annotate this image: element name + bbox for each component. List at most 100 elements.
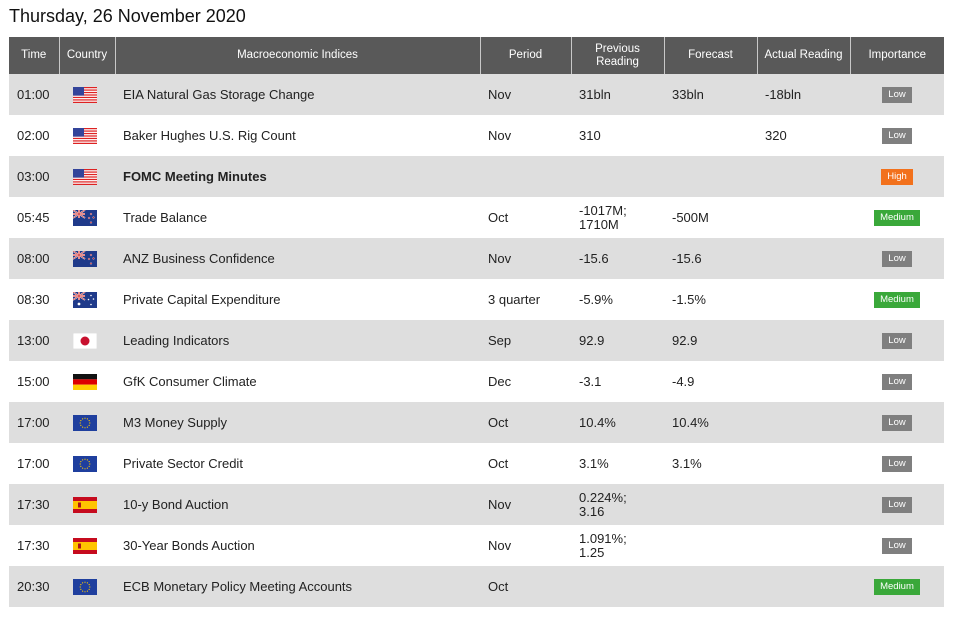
header-previous-line1: Previous (595, 42, 640, 55)
row-actual (757, 484, 850, 525)
row-actual (757, 525, 850, 566)
nz-flag-icon (73, 250, 97, 267)
row-actual: -18bln (757, 74, 850, 115)
table-row[interactable]: 17:00 M3 Money Supply Oct 10.4% 10.4% Low (9, 402, 944, 443)
row-indicator-name[interactable]: Trade Balance (115, 197, 480, 238)
row-previous: 3.1% (571, 443, 664, 484)
row-indicator-name[interactable]: ECB Monetary Policy Meeting Accounts (115, 566, 480, 607)
row-importance: Low (850, 320, 944, 361)
table-row[interactable]: 17:00 Private Sector Credit Oct 3.1% 3.1% Low (9, 443, 944, 484)
table-row[interactable]: 03:00 FOMC Meeting Minutes High (9, 156, 944, 197)
row-forecast: -1.5% (664, 279, 757, 320)
row-country (59, 361, 115, 402)
row-importance: Low (850, 238, 944, 279)
row-time: 02:00 (9, 115, 59, 156)
row-period: Dec (480, 361, 571, 402)
header-indices[interactable]: Macroeconomic Indices (114, 37, 480, 74)
importance-badge: High (881, 169, 913, 185)
row-importance: Low (850, 74, 944, 115)
header-previous[interactable]: Previous Reading (570, 37, 664, 74)
table-row[interactable]: 15:00 GfK Consumer Climate Dec -3.1 -4.9 Low (9, 361, 944, 402)
row-importance: Low (850, 484, 944, 525)
row-actual (757, 238, 850, 279)
row-importance: Low (850, 115, 944, 156)
row-indicator-name[interactable]: FOMC Meeting Minutes (115, 156, 480, 197)
header-forecast[interactable]: Forecast (663, 37, 757, 74)
row-country (59, 74, 115, 115)
row-importance: Low (850, 443, 944, 484)
row-indicator-name[interactable]: EIA Natural Gas Storage Change (115, 74, 480, 115)
row-indicator-name[interactable]: 10-y Bond Auction (115, 484, 480, 525)
row-period: Nov (480, 525, 571, 566)
row-indicator-name[interactable]: Private Sector Credit (115, 443, 480, 484)
row-country (59, 402, 115, 443)
row-importance: Low (850, 402, 944, 443)
row-previous: 92.9 (571, 320, 664, 361)
table-row[interactable]: 02:00 Baker Hughes U.S. Rig Count Nov 310 32… (9, 115, 944, 156)
header-actual[interactable]: Actual Reading (756, 37, 850, 74)
header-country[interactable]: Country (58, 37, 115, 74)
table-row[interactable]: 01:00 EIA Natural Gas Storage Change Nov 31… (9, 74, 944, 115)
row-importance: High (850, 156, 944, 197)
table-row[interactable]: 13:00 Leading Indicators Sep 92.9 92.9 Low (9, 320, 944, 361)
row-time: 20:30 (9, 566, 59, 607)
row-forecast: -500M (664, 197, 757, 238)
importance-badge: Low (882, 415, 912, 431)
table-row[interactable]: 20:30 ECB Monetary Policy Meeting Account… (9, 566, 944, 607)
row-importance: Low (850, 525, 944, 566)
economic-calendar-table: Time Country Macroeconomic Indices Perio… (9, 37, 944, 607)
eu-flag-icon (73, 414, 97, 431)
de-flag-icon (73, 373, 97, 390)
row-time: 17:00 (9, 443, 59, 484)
row-time: 08:00 (9, 238, 59, 279)
row-previous: -3.1 (571, 361, 664, 402)
row-time: 03:00 (9, 156, 59, 197)
table-row[interactable]: 05:45 Trade Balance Oct -1017M; 1710M -500M M… (9, 197, 944, 238)
table-row[interactable]: 17:30 30-Year Bonds Auction Nov 1.091%; 1.2… (9, 525, 944, 566)
row-period: Oct (480, 566, 571, 607)
row-indicator-name[interactable]: ANZ Business Confidence (115, 238, 480, 279)
row-time: 08:30 (9, 279, 59, 320)
es-flag-icon (73, 537, 97, 554)
row-actual (757, 566, 850, 607)
row-period (480, 156, 571, 197)
row-period: 3 quarter (480, 279, 571, 320)
row-previous: -1017M; 1710M (571, 197, 664, 238)
row-actual (757, 320, 850, 361)
page-title: Thursday, 26 November 2020 (9, 6, 246, 26)
header-importance[interactable]: Importance (849, 37, 944, 74)
row-previous: 310 (571, 115, 664, 156)
row-actual (757, 443, 850, 484)
header-time[interactable]: Time (9, 37, 59, 74)
row-period: Oct (480, 402, 571, 443)
row-indicator-name[interactable]: M3 Money Supply (115, 402, 480, 443)
row-forecast (664, 156, 757, 197)
row-previous: 0.224%; 3.16 (571, 484, 664, 525)
row-forecast: 10.4% (664, 402, 757, 443)
row-period: Sep (480, 320, 571, 361)
row-indicator-name[interactable]: Private Capital Expenditure (115, 279, 480, 320)
row-time: 17:30 (9, 484, 59, 525)
nz-flag-icon (73, 209, 97, 226)
header-period[interactable]: Period (479, 37, 571, 74)
row-indicator-name[interactable]: Baker Hughes U.S. Rig Count (115, 115, 480, 156)
row-period: Oct (480, 197, 571, 238)
row-previous (571, 156, 664, 197)
row-actual: 320 (757, 115, 850, 156)
row-indicator-name[interactable]: Leading Indicators (115, 320, 480, 361)
row-importance: Medium (850, 566, 944, 607)
table-row[interactable]: 17:30 10-y Bond Auction Nov 0.224%; 3.16 Low (9, 484, 944, 525)
row-time: 05:45 (9, 197, 59, 238)
row-actual (757, 361, 850, 402)
table-header-row: Time Country Macroeconomic Indices Perio… (9, 37, 944, 74)
importance-badge: Low (882, 251, 912, 267)
importance-badge: Low (882, 333, 912, 349)
row-time: 17:30 (9, 525, 59, 566)
row-previous: -15.6 (571, 238, 664, 279)
row-indicator-name[interactable]: 30-Year Bonds Auction (115, 525, 480, 566)
table-row[interactable]: 08:30 Private Capital Expenditure 3 quarte… (9, 279, 944, 320)
table-row[interactable]: 08:00 ANZ Business Confidence Nov -15.6 -15.… (9, 238, 944, 279)
importance-badge: Low (882, 374, 912, 390)
row-previous: 1.091%; 1.25 (571, 525, 664, 566)
row-indicator-name[interactable]: GfK Consumer Climate (115, 361, 480, 402)
